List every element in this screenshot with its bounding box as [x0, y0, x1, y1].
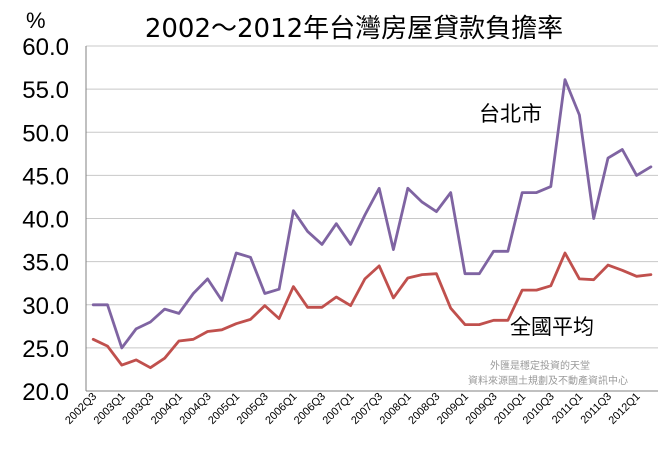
x-axis-tick-labels: 2002Q32003Q12003Q32004Q12004Q32005Q12005…: [63, 391, 643, 427]
y-tick-label: 45.0: [22, 163, 69, 190]
x-tick-label: 2010Q3: [521, 391, 557, 427]
gridlines: [86, 45, 658, 349]
y-tick-label: 55.0: [22, 77, 69, 104]
axes: [85, 46, 658, 392]
series-label-national: 全國平均: [510, 315, 594, 339]
y-axis-unit: %: [26, 8, 46, 33]
series-label-taipei: 台北市: [479, 102, 542, 126]
y-tick-label: 20.0: [22, 379, 69, 406]
y-tick-label: 60.0: [22, 34, 69, 61]
x-tick-label: 2012Q1: [606, 391, 642, 427]
series-line-taipei: [91, 78, 653, 350]
watermark-line-1: 外匯是穩定投資的天堂: [490, 359, 590, 372]
x-tick-label: 2011Q1: [550, 391, 586, 427]
series-line-national: [91, 251, 653, 370]
y-tick-label: 40.0: [22, 207, 69, 234]
chart-title: 2002～2012年台灣房屋貸款負擔率: [145, 14, 563, 44]
y-tick-label: 35.0: [22, 250, 69, 277]
y-tick-label: 50.0: [22, 120, 69, 147]
y-tick-label: 25.0: [22, 336, 69, 363]
y-tick-label: 30.0: [22, 293, 69, 320]
series-lines: [91, 78, 653, 370]
watermark-line-2: 資料來源國土規劃及不動產資訊中心: [468, 374, 628, 387]
y-axis-tick-labels: 60.0 55.0 50.0 45.0 40.0 35.0 30.0 25.0 20.0: [22, 34, 69, 406]
